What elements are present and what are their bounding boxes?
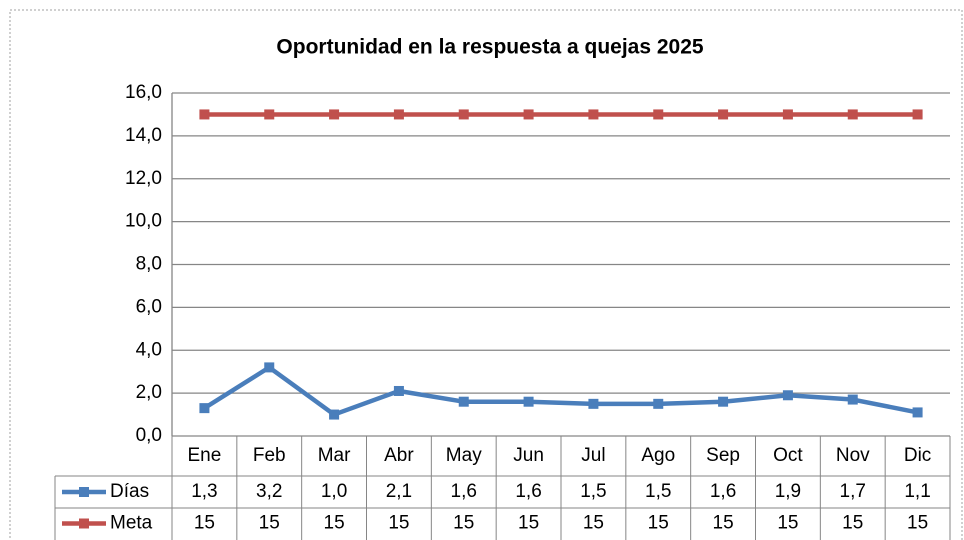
- marker: [458, 396, 469, 407]
- marker: [264, 109, 275, 120]
- x-tick-label: Mar: [318, 445, 351, 466]
- marker: [847, 109, 858, 120]
- x-tick-label: Nov: [836, 445, 870, 466]
- table-value: 1,5: [645, 481, 671, 502]
- marker: [458, 109, 469, 120]
- marker: [782, 390, 793, 401]
- legend-label: Meta: [110, 513, 153, 534]
- table-value: 1,9: [775, 481, 801, 502]
- table-value: 1,5: [580, 481, 606, 502]
- marker: [523, 109, 534, 120]
- table-value: 15: [324, 513, 345, 534]
- x-tick-label: Sep: [706, 445, 740, 466]
- marker: [199, 403, 210, 414]
- marker: [393, 385, 404, 396]
- marker: [912, 109, 923, 120]
- y-tick-label: 12,0: [125, 168, 162, 189]
- table-value: 15: [907, 513, 928, 534]
- marker: [329, 409, 340, 420]
- table-value: 15: [194, 513, 215, 534]
- y-tick-label: 0,0: [136, 425, 162, 446]
- marker: [523, 396, 534, 407]
- table-value: 15: [713, 513, 734, 534]
- table-value: 1,0: [321, 481, 347, 502]
- x-tick-label: Abr: [384, 445, 414, 466]
- legend-marker: [79, 487, 89, 497]
- table-value: 15: [518, 513, 539, 534]
- marker: [782, 109, 793, 120]
- table-value: 2,1: [386, 481, 412, 502]
- marker: [912, 407, 923, 418]
- table-value: 1,3: [191, 481, 217, 502]
- y-tick-label: 2,0: [136, 382, 162, 403]
- y-tick-label: 10,0: [125, 211, 162, 232]
- marker: [718, 109, 729, 120]
- table-value: 3,2: [256, 481, 282, 502]
- x-tick-label: Ene: [188, 445, 222, 466]
- marker: [588, 109, 599, 120]
- marker: [653, 398, 664, 409]
- chart-title: Oportunidad en la respuesta a quejas 202…: [276, 36, 703, 59]
- x-tick-label: May: [446, 445, 482, 466]
- marker: [329, 109, 340, 120]
- table-value: 15: [453, 513, 474, 534]
- table-value: 1,6: [451, 481, 477, 502]
- table-value: 15: [583, 513, 604, 534]
- series-line: [203, 365, 919, 417]
- x-tick-label: Dic: [904, 445, 931, 466]
- table-value: 1,7: [840, 481, 866, 502]
- y-tick-label: 16,0: [125, 82, 162, 103]
- marker: [393, 109, 404, 120]
- y-tick-label: 14,0: [125, 125, 162, 146]
- marker: [588, 398, 599, 409]
- table-value: 15: [842, 513, 863, 534]
- marker: [718, 396, 729, 407]
- marker: [847, 394, 858, 405]
- marker: [264, 362, 275, 373]
- y-tick-label: 4,0: [136, 339, 162, 360]
- legend-marker: [79, 518, 89, 529]
- table-value: 15: [777, 513, 798, 534]
- table-value: 1,6: [515, 481, 541, 502]
- x-tick-label: Oct: [773, 445, 803, 466]
- marker: [199, 109, 210, 120]
- marker: [653, 109, 664, 120]
- legend-label: Días: [110, 481, 149, 502]
- x-tick-label: Feb: [253, 445, 286, 466]
- y-tick-label: 6,0: [136, 296, 162, 317]
- table-value: 15: [388, 513, 409, 534]
- table-value: 15: [259, 513, 280, 534]
- x-tick-label: Jul: [581, 445, 605, 466]
- x-tick-label: Ago: [641, 445, 675, 466]
- table-value: 1,6: [710, 481, 736, 502]
- x-tick-label: Jun: [513, 445, 544, 466]
- table-value: 1,1: [904, 481, 930, 502]
- table-value: 15: [648, 513, 669, 534]
- y-tick-label: 8,0: [136, 254, 162, 275]
- chart-border: [9, 9, 963, 540]
